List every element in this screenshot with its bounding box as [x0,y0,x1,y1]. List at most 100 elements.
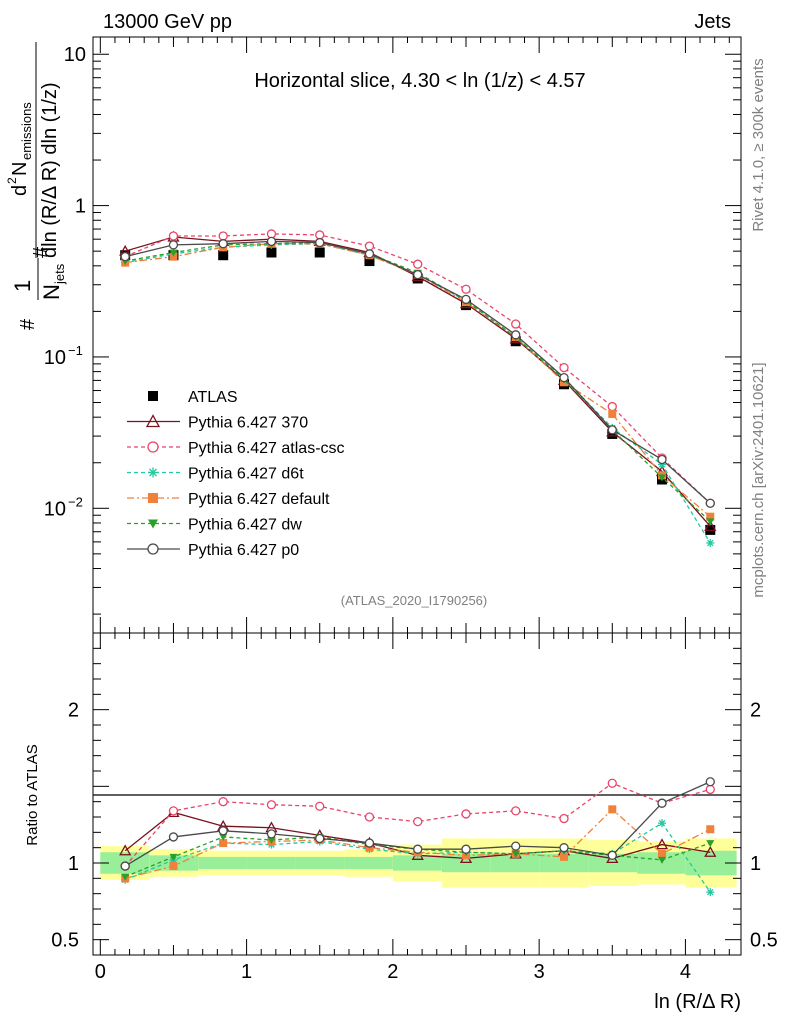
series-4-ratio-point [219,839,228,848]
chart-title: Horizontal slice, 4.30 < ln (1/z) < 4.57 [254,70,585,92]
main-y-tick-label: 10 [44,347,66,369]
x-tick-label: 0 [95,961,106,983]
series-4-ratio-point [608,805,617,814]
ratio-stat-band [198,856,247,870]
ratio-y-tick-label-left: 2 [68,700,79,722]
series-6-main-point [168,240,179,250]
series-6-main-point [657,454,667,465]
main-y-tick-exponent: −1 [68,343,83,358]
series-2-ratio-point [413,816,423,827]
series-2-main-point [266,229,277,239]
ratio-series-group [119,777,717,897]
ylabel-one: 1 [10,280,35,292]
series-6-main-point [413,269,423,280]
ratio-y-tick-label-right: 2 [750,700,761,722]
series-1-ratio-point [704,845,717,857]
series-6-ratio-point [315,833,325,844]
series-1-ratio-point [119,844,132,856]
series-6-ratio-point [266,829,277,839]
series-6-main-point [364,249,375,259]
legend-label-3: Pythia 6.427 d6t [188,466,304,483]
series-2-ratio-point [559,813,569,824]
x-tick-label: 1 [241,961,252,983]
series-0-main-point [314,247,325,258]
ylabel-jets-subscript: jets [52,263,67,285]
x-tick-label: 2 [387,961,398,983]
series-5-ratio-point [121,873,130,881]
legend-marker-2 [147,441,159,453]
series-2-main-point [364,241,375,251]
ylabel-denominator: dln (R/Δ R) dln (1/z) [39,82,61,258]
series-3-main-point [706,538,715,547]
main-y-tick-exponent: −2 [68,494,83,509]
series-0-main-point [510,336,521,347]
legend-marker-6 [147,543,159,555]
series-6-main-point [315,237,325,248]
series-4-ratio-point [658,849,667,858]
series-2-main-point [218,231,228,241]
main-y-axis-label: # 1 N jets # d 2 N emissions dln (R/Δ R)… [5,42,67,330]
series-2-main-point [511,319,521,329]
ratio-x-ticks: 0 1 2 3 4 [95,633,730,983]
series-6-main-point [461,294,471,305]
series-4-main-point [706,512,715,521]
main-series-group [119,229,717,547]
series-5-ratio-point [219,833,228,841]
main-y-tick-label: 10 [64,44,86,66]
ylabel-d: d [9,185,31,196]
ratio-stat-band [392,855,442,871]
legend-label-6: Pythia 6.427 p0 [188,542,299,559]
series-1-main-point [704,520,717,531]
series-2-main-point [413,259,423,269]
legend-label-2: Pythia 6.427 atlas-csc [188,440,345,457]
mcplots-label: mcplots.cern.ch [arXiv:2401.10621] [750,362,767,597]
series-2-ratio-point [364,812,375,822]
series-2-ratio-point [315,801,325,811]
ratio-stat-band [344,856,393,870]
rivet-version-label: Rivet 4.1.0, ≥ 300k events [750,58,767,231]
series-6-ratio-point [364,838,375,848]
main-y-tick-label: 10 [44,498,66,520]
series-4-main-point [169,252,178,261]
series-5-ratio-point [706,840,715,848]
series-6-main-point [607,425,617,435]
analysis-tag: (ATLAS_2020_I1790256) [341,593,487,608]
legend-label-0: ATLAS [188,389,238,406]
series-2-ratio-point [607,778,617,788]
series-5-main-point [706,518,715,526]
star-stroke [707,539,714,547]
ratio-panel: 0.5 0.5 1 1 2 2 0 1 2 3 4 [51,632,778,983]
series-6-ratio-point [511,841,521,851]
series-5-ratio-point [511,850,520,858]
series-6-ratio-point [218,826,228,836]
ratio-stat-band [637,852,686,874]
ratio-stat-band [539,853,589,873]
series-5-ratio-point [658,856,667,864]
series-6-main-point [266,236,277,247]
series-5-ratio-point [267,837,276,844]
main-x-ticks [99,37,730,633]
series-4-ratio-point [169,862,178,871]
series-0-main-point [218,250,229,261]
series-6-ratio-point [461,844,471,854]
series-6-ratio-point [559,843,569,853]
series-2-ratio-point [218,797,228,807]
ratio-y-axis-label: Ratio to ATLAS [24,744,41,845]
series-6-main-point [120,251,130,262]
x-tick-label: 3 [534,961,545,983]
star-stroke [149,468,157,477]
series-6-main-point [559,372,569,383]
series-6-ratio-point [168,832,179,842]
series-6-ratio-point [120,861,130,871]
series-2-main-point [461,284,471,294]
legend-label-4: Pythia 6.427 default [188,491,330,508]
series-4-ratio-point [706,825,715,834]
legend: ATLAS Pythia 6.427 370 Pythia 6.427 atlas-… [127,389,345,559]
series-2-main-point [168,231,179,241]
legend-marker-0 [148,391,158,401]
main-y-tick-label: 1 [75,196,86,218]
series-2-ratio-point [461,809,471,819]
ylabel-n: N [9,162,31,176]
